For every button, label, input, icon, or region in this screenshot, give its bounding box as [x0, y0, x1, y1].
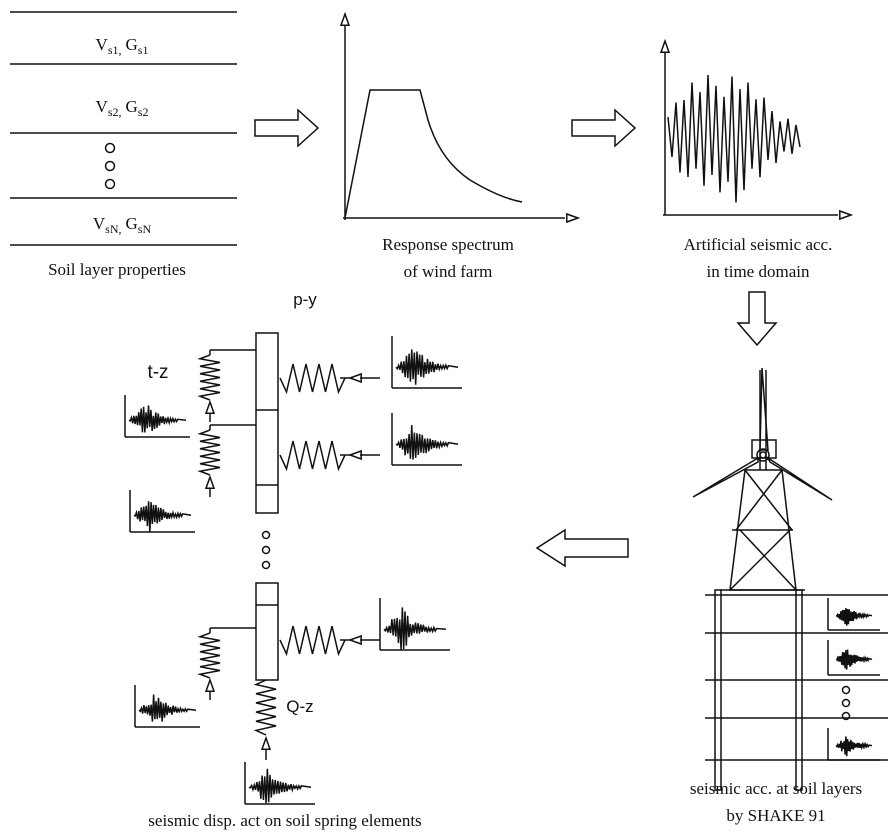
arrowhead [204, 677, 216, 692]
spring [197, 632, 221, 679]
seismogram [395, 349, 459, 385]
v: V [93, 214, 106, 233]
arrowhead [839, 209, 854, 221]
acc-signal [667, 74, 801, 203]
seismogram [395, 425, 459, 460]
blade [759, 367, 769, 451]
seismogram [248, 768, 312, 804]
label: t-z [147, 362, 168, 383]
caption: of wind farm [404, 262, 493, 281]
line [729, 529, 791, 591]
v-sub: s1, [108, 43, 122, 57]
pile [255, 332, 279, 514]
jacket [729, 469, 797, 591]
g: G [126, 214, 138, 233]
arrowhead [566, 212, 581, 224]
dot [104, 178, 116, 190]
blade [766, 455, 833, 501]
v-sub: s2, [108, 105, 122, 119]
caption: by SHAKE 91 [726, 806, 825, 825]
nacelle [751, 439, 777, 459]
flow-arrow [535, 528, 629, 568]
leg [714, 589, 722, 791]
arrowhead [339, 11, 351, 26]
line [744, 469, 793, 531]
spring [279, 625, 346, 657]
line [739, 529, 797, 591]
g-sub: s1 [138, 43, 149, 57]
blade [692, 456, 759, 498]
dot [104, 160, 116, 172]
dot [841, 698, 851, 708]
arrowhead [347, 634, 362, 646]
arrowhead [659, 38, 671, 53]
dot [261, 530, 271, 540]
spring [253, 679, 277, 736]
caption: seismic disp. act on soil spring element… [148, 811, 421, 830]
spring [197, 354, 221, 401]
pile [255, 582, 279, 681]
spectrum-curve [344, 89, 523, 219]
label: p-y [293, 290, 317, 309]
hub [759, 451, 767, 459]
dot [261, 545, 271, 555]
seismogram [128, 405, 187, 433]
seismogram [835, 736, 873, 757]
caption: seismic acc. at soil layers [690, 779, 862, 798]
caption: Soil layer properties [48, 260, 186, 279]
g-sub: s2 [138, 105, 149, 119]
flow-arrow [254, 108, 320, 148]
seismogram [383, 607, 447, 650]
seismogram [835, 608, 873, 626]
caption: Artificial seismic acc. [684, 235, 833, 254]
label: Q-z [286, 697, 313, 716]
seismogram [138, 694, 197, 722]
dot [841, 685, 851, 695]
spring [197, 429, 221, 476]
dot [841, 711, 851, 721]
flow-arrow [736, 291, 778, 347]
v-sub: sN, [105, 222, 121, 236]
g: G [126, 35, 138, 54]
arrowhead [260, 735, 272, 750]
layer-1-label: Vs1, Gs1 [96, 35, 149, 57]
spring [279, 440, 346, 472]
arrowhead [204, 474, 216, 489]
arrowhead [204, 399, 216, 414]
seismogram [133, 501, 192, 533]
spring [279, 363, 346, 395]
seismogram [835, 649, 873, 670]
flow-arrow [571, 108, 637, 148]
caption: Response spectrum [382, 235, 514, 254]
v: V [96, 35, 109, 54]
line [735, 469, 783, 531]
dot [104, 142, 116, 154]
v: V [96, 97, 109, 116]
caption: in time domain [707, 262, 810, 281]
layer-n-label: VsN, GsN [93, 214, 152, 236]
g-sub: sN [138, 222, 152, 236]
arrowhead [347, 372, 362, 384]
dot [756, 448, 770, 462]
g: G [126, 97, 138, 116]
arrowhead [347, 449, 362, 461]
dot [261, 560, 271, 570]
layer-2-label: Vs2, Gs2 [96, 97, 149, 119]
